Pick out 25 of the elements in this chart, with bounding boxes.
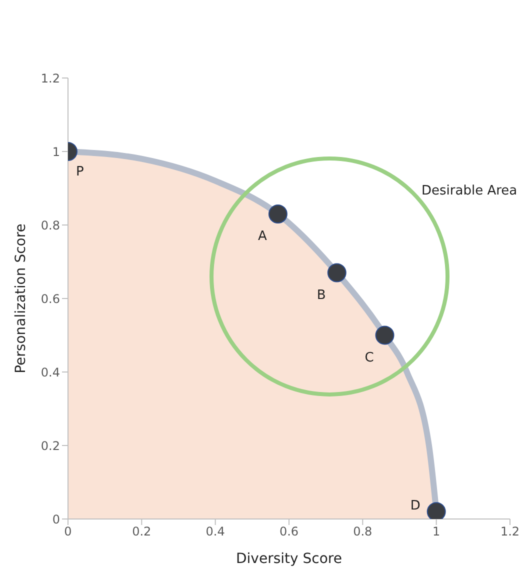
point	[426, 502, 446, 519]
y-tick-label: 0.8	[40, 218, 60, 232]
point	[375, 326, 394, 345]
x-tick-label: 0.8	[353, 524, 372, 539]
x-tick-label: 0.4	[206, 524, 225, 539]
data-label: C	[364, 350, 374, 366]
data-label: B	[316, 288, 326, 303]
data-label: P	[76, 164, 84, 180]
x-tick-label: 0.2	[132, 524, 152, 539]
x-tick-label: 0.6	[279, 524, 299, 539]
y-tick-label: 1	[52, 144, 60, 159]
annotation: Desirable Area	[422, 183, 518, 198]
data-label: A	[258, 228, 267, 244]
data-label: D	[410, 498, 420, 514]
y-tick-label: 0	[52, 512, 60, 526]
x-tick-label: 1	[432, 524, 440, 539]
y-tick-label: 1.2	[40, 71, 60, 86]
point	[327, 263, 346, 282]
y-tick-label: 0.4	[40, 365, 60, 380]
y-tick-label: 0.2	[40, 438, 60, 453]
x-axis-title: Diversity Score	[236, 551, 342, 567]
x-tick-label: 0	[64, 524, 72, 539]
y-tick-label: 0.6	[40, 292, 60, 306]
x-tick-label: 1.2	[500, 524, 520, 539]
y-axis-title: Personalization Score	[12, 224, 29, 374]
